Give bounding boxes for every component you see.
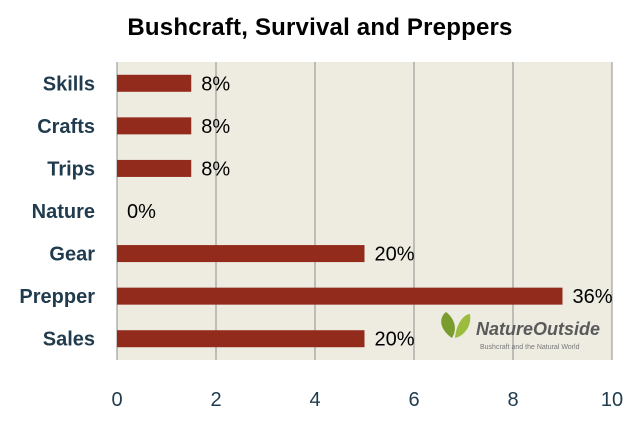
x-tick-label: 4 [309,389,320,411]
gridlines [116,62,613,360]
watermark-name: NatureOutside [476,319,600,339]
category-label: Trips [47,158,95,180]
data-label: 8% [201,116,230,138]
category-label: Gear [49,244,95,266]
data-label: 0% [127,201,156,223]
x-tick-label: 2 [210,389,221,411]
bar [117,287,563,305]
watermark-tagline: Bushcraft and the Natural World [480,344,580,351]
plot-area [117,62,612,360]
data-labels: 8% 8% 8% 0% 20% 36% 20% [127,73,613,350]
category-label: Nature [32,201,95,223]
category-labels: Skills Crafts Trips Nature Gear Prepper Sales [19,73,95,350]
x-tick-labels: 0 2 4 6 8 10 [111,389,623,411]
chart-title: Bushcraft, Survival and Preppers [127,14,513,41]
bar [117,159,192,177]
data-label: 20% [375,244,415,266]
bars [117,74,563,348]
bar [117,117,192,135]
x-tick-label: 0 [111,389,122,411]
leaf-icon [441,312,471,338]
bar [117,245,365,263]
bar [117,330,365,348]
category-label: Skills [43,73,95,95]
category-label: Prepper [19,286,95,308]
data-label: 36% [573,286,613,308]
data-label: 20% [375,329,415,351]
category-label: Crafts [37,116,95,138]
bar [117,74,192,92]
x-tick-label: 8 [507,389,518,411]
x-tick-label: 10 [601,389,623,411]
data-label: 8% [201,158,230,180]
data-label: 8% [201,73,230,95]
watermark-logo: NatureOutside Bushcraft and the Natural … [441,312,600,351]
x-tick-label: 6 [408,389,419,411]
category-label: Sales [43,329,95,351]
